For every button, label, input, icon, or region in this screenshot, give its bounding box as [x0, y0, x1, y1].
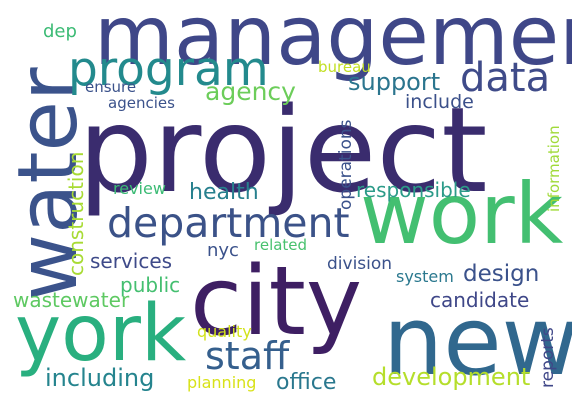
word-reports: reports: [538, 327, 558, 388]
word-responsible: responsible: [356, 178, 471, 202]
word-staff: staff: [205, 334, 290, 378]
word-agencies: agencies: [108, 94, 175, 112]
word-agency: agency: [205, 77, 296, 106]
word-data: data: [460, 55, 551, 101]
word-nyc: nyc: [207, 240, 239, 261]
word-york: york: [15, 289, 187, 379]
word-candidate: candidate: [430, 288, 530, 312]
word-health: health: [189, 180, 259, 205]
word-ensure: ensure: [85, 78, 137, 96]
word-system: system: [396, 267, 454, 286]
word-quality: quality: [197, 322, 252, 341]
word-operations: operations: [336, 119, 356, 210]
word-division: division: [327, 254, 393, 274]
word-construction: construction: [64, 151, 88, 276]
word-services: services: [90, 249, 173, 273]
word-review: review: [113, 179, 166, 198]
word-dep: dep: [43, 21, 77, 42]
word-information: information: [545, 125, 563, 212]
word-management: management: [94, 0, 572, 84]
word-new: new: [383, 287, 572, 397]
word-development: development: [372, 363, 531, 391]
word-include: include: [405, 91, 474, 113]
word-public: public: [120, 273, 181, 297]
word-city: city: [190, 247, 363, 357]
word-planning: planning: [187, 373, 257, 392]
word-department: department: [107, 199, 350, 247]
word-office: office: [276, 370, 337, 395]
word-work: work: [360, 165, 564, 263]
word-program: program: [68, 42, 269, 97]
word-including: including: [45, 364, 155, 392]
word-design: design: [463, 261, 540, 287]
word-related: related: [254, 236, 308, 254]
word-wastewater: wastewater: [13, 288, 130, 312]
word-project: project: [78, 81, 488, 219]
word-bureau: bureau: [318, 58, 371, 76]
word-support: support: [348, 68, 441, 96]
